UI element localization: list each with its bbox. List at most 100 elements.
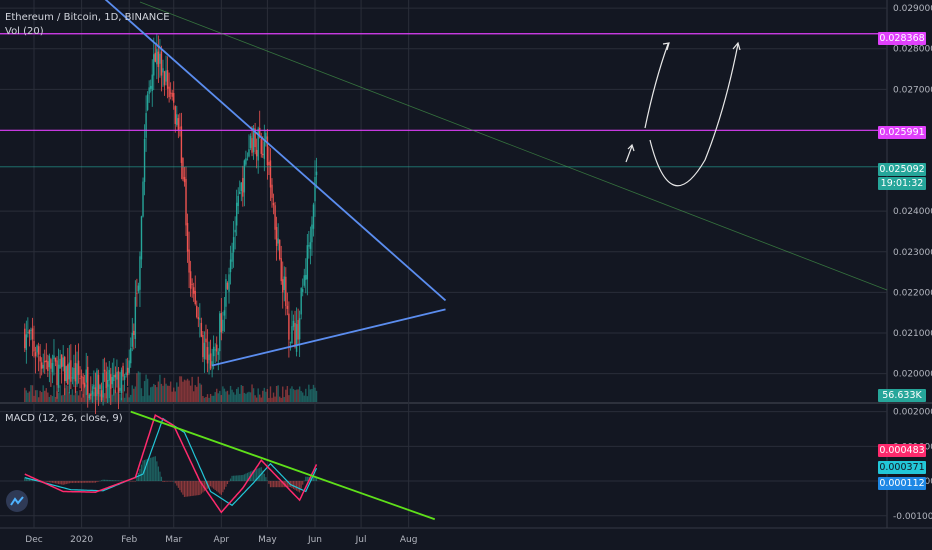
volume-bar [212,395,215,402]
volume-bar [103,393,106,402]
volume-bar [31,385,34,402]
volume-bar [57,392,60,402]
candle-body [257,128,259,161]
histogram-bar [65,481,67,485]
candle-body [229,259,232,273]
volume-bar [47,392,49,402]
volume-bar [205,396,207,402]
histogram-bar [222,481,224,493]
histogram-bar [140,464,143,482]
volume-bar [216,388,218,402]
histogram-bar [200,481,202,494]
candle-body [56,360,58,386]
volume-bar [146,378,149,402]
candle-body [60,354,63,368]
candle-body [102,372,104,398]
volume-bar [278,396,281,402]
histogram-bar [251,470,253,482]
candle-body [160,51,163,76]
volume-bar [295,389,298,402]
candle-body [24,328,26,349]
histogram-bar [295,481,298,491]
volume-bar [82,393,84,402]
volume-bar [291,386,293,402]
histogram-value-badge: 0.000112 [878,477,926,490]
volume-bar [182,381,184,402]
volume-bar [269,386,272,402]
candle-body [28,330,31,334]
histogram-bar [271,481,273,488]
candle-body [288,313,290,340]
time-tick-label: Feb [121,535,137,545]
candle-body [226,282,229,289]
tradingview-logo-icon[interactable] [6,490,28,512]
candle-body [136,293,138,295]
candle-body [154,52,157,62]
histogram-bar [148,458,150,482]
histogram-bar [96,481,98,483]
volume-bar [77,395,80,402]
candle-body [274,205,276,230]
candle-body [174,106,176,124]
histogram-bar [194,481,196,496]
histogram-bar [305,476,307,482]
candle-body [113,374,115,382]
candle-body [242,178,244,197]
candle-body [295,324,298,352]
candle-body [263,141,266,159]
candle-body [202,334,204,358]
candle-body [177,118,180,131]
volume-bar [288,395,290,402]
histogram-bar [90,481,92,483]
candle-body [315,171,318,176]
volume-bar [275,385,278,402]
histogram-bar [209,481,212,487]
volume-bar [305,388,307,402]
histogram-bar [185,481,187,497]
candle-body [70,360,72,382]
volume-bar [272,392,275,402]
volume-bar [125,393,127,402]
volume-bar [24,387,26,402]
candle-body [209,353,212,369]
volume-bar [139,372,141,402]
histogram-bar [157,466,159,482]
candle-body [189,271,192,289]
volume-bar [59,385,61,402]
histogram-bar [51,481,54,483]
candle-body [96,370,98,397]
candle-body [282,279,284,293]
histogram-bar [286,481,288,488]
time-tick-label: Jul [355,535,367,545]
volume-bar [60,395,63,402]
histogram-bar [216,481,218,492]
histogram-bar [257,468,259,482]
candle-body [82,377,84,385]
candle-body [262,153,264,156]
candle-body [77,360,80,375]
volume-bar [300,390,302,402]
histogram-bar [134,481,136,482]
candle-body [291,326,293,344]
candle-body [186,222,189,252]
volume-bar [206,394,209,402]
histogram-bar [191,481,193,496]
volume-bar [169,381,172,402]
volume-bar [123,397,126,402]
histogram-bar [99,480,101,482]
volume-bar [192,391,195,402]
histogram-bar [28,478,30,482]
candle-body [50,359,52,369]
candle-body [251,138,253,153]
candle-body [280,258,282,282]
candle-body [305,274,307,280]
candle-body [140,216,143,260]
volume-bar [39,390,41,402]
volume-bar [268,397,270,402]
histogram-bar [179,481,181,491]
histogram-bar [85,481,87,483]
candle-body [97,374,100,395]
histogram-bar [82,481,84,483]
volume-bar [79,390,81,402]
